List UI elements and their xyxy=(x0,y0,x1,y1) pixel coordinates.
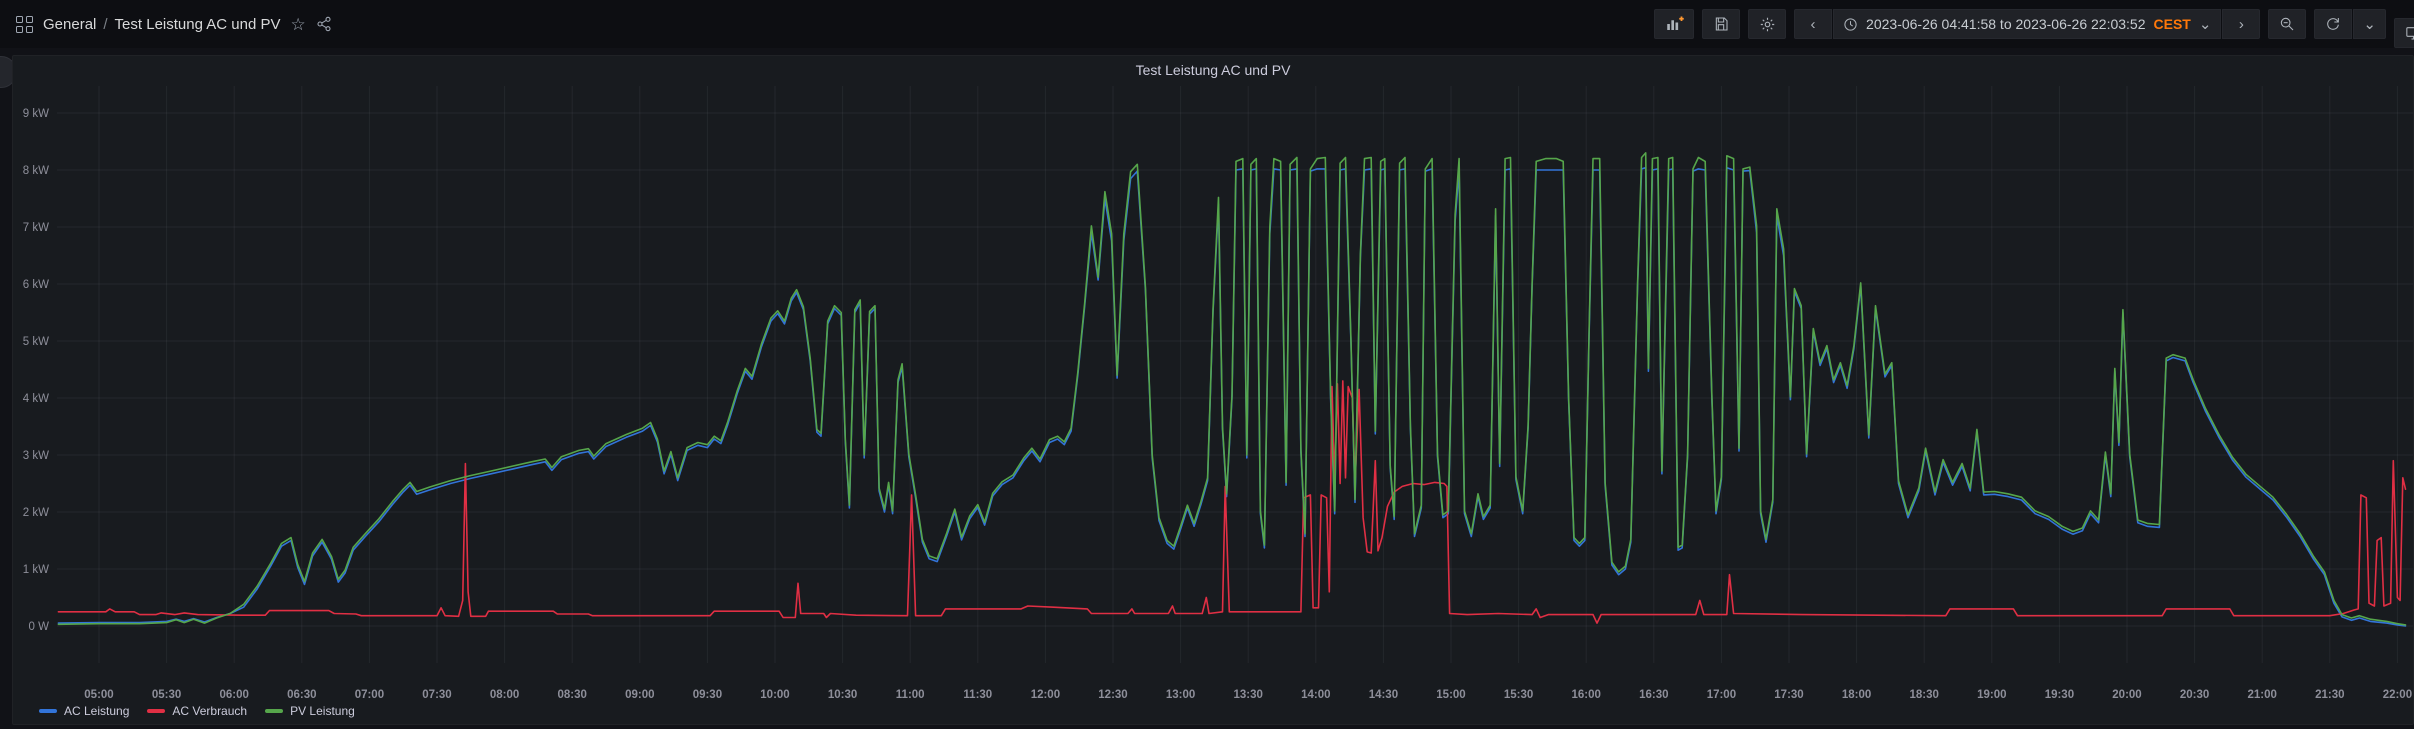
svg-text:20:00: 20:00 xyxy=(2112,689,2141,701)
apps-grid-icon[interactable] xyxy=(16,15,33,33)
svg-text:2 kW: 2 kW xyxy=(23,507,49,519)
svg-text:19:30: 19:30 xyxy=(2045,689,2074,701)
cycle-view-mode-button[interactable] xyxy=(2394,18,2414,48)
svg-text:15:00: 15:00 xyxy=(1436,689,1465,701)
legend-swatch-red xyxy=(147,709,166,713)
svg-text:1 kW: 1 kW xyxy=(23,564,49,576)
breadcrumb-text: General / Test Leistung AC und PV xyxy=(43,16,280,33)
save-dashboard-button[interactable] xyxy=(1702,9,1741,39)
svg-text:07:00: 07:00 xyxy=(355,689,384,701)
svg-text:19:00: 19:00 xyxy=(1977,689,2006,701)
svg-text:11:00: 11:00 xyxy=(896,689,925,701)
svg-text:3 kW: 3 kW xyxy=(23,450,49,462)
svg-text:7 kW: 7 kW xyxy=(23,222,49,234)
time-shift-forward-button[interactable]: › xyxy=(2222,9,2261,39)
svg-text:12:00: 12:00 xyxy=(1031,689,1060,701)
svg-text:14:00: 14:00 xyxy=(1301,689,1330,701)
svg-text:8 kW: 8 kW xyxy=(23,165,49,177)
breadcrumb: General / Test Leistung AC und PV ☆ xyxy=(8,14,332,34)
svg-text:16:30: 16:30 xyxy=(1639,689,1668,701)
save-icon xyxy=(1715,17,1728,31)
svg-text:05:00: 05:00 xyxy=(84,689,113,701)
svg-text:11:30: 11:30 xyxy=(963,689,992,701)
time-range-picker[interactable]: 2023-06-26 04:41:58 to 2023-06-26 22:03:… xyxy=(1833,9,2222,39)
svg-text:09:00: 09:00 xyxy=(625,689,654,701)
top-navbar: General / Test Leistung AC und PV ☆ xyxy=(0,0,2414,48)
timeseries-chart[interactable]: 0 W 1 kW 2 kW 3 kW 4 kW 5 kW 6 kW 7 kW 8 kW 9 kW 0… xyxy=(13,56,2413,724)
svg-text:0 W: 0 W xyxy=(29,621,50,633)
svg-text:5 kW: 5 kW xyxy=(23,336,49,348)
svg-text:18:00: 18:00 xyxy=(1842,689,1871,701)
bar-chart-plus-icon xyxy=(1667,16,1684,30)
legend-item-pv-leistung[interactable]: PV Leistung xyxy=(265,704,355,718)
share-icon[interactable] xyxy=(316,16,332,32)
svg-text:14:30: 14:30 xyxy=(1369,689,1398,701)
svg-text:08:00: 08:00 xyxy=(490,689,519,701)
svg-text:12:30: 12:30 xyxy=(1098,689,1127,701)
chevron-down-icon: ⌄ xyxy=(2198,15,2212,33)
svg-text:10:30: 10:30 xyxy=(828,689,857,701)
svg-text:05:30: 05:30 xyxy=(152,689,181,701)
svg-text:20:30: 20:30 xyxy=(2180,689,2209,701)
svg-text:18:30: 18:30 xyxy=(1909,689,1938,701)
svg-text:06:30: 06:30 xyxy=(287,689,316,701)
legend-swatch-green xyxy=(265,709,284,713)
dashboard-settings-button[interactable] xyxy=(1748,9,1787,39)
legend-label: AC Leistung xyxy=(64,704,130,718)
navbar-actions: ‹ 2023-06-26 04:41:58 to 2023-06-26 22:0… xyxy=(1654,9,2414,48)
breadcrumb-separator: / xyxy=(103,15,108,33)
refresh-button[interactable] xyxy=(2314,9,2353,39)
legend-item-ac-verbrauch[interactable]: AC Verbrauch xyxy=(147,704,247,718)
svg-text:4 kW: 4 kW xyxy=(23,393,49,405)
timeseries-panel: Test Leistung AC und PV 0 W 1 kW 2 kW 3 kW 4… xyxy=(12,55,2414,725)
time-shift-back-button[interactable]: ‹ xyxy=(1794,9,1833,39)
refresh-icon xyxy=(2327,18,2340,30)
svg-text:10:00: 10:00 xyxy=(760,689,789,701)
clock-icon xyxy=(1844,17,1857,31)
svg-text:6 kW: 6 kW xyxy=(23,279,49,291)
svg-text:17:30: 17:30 xyxy=(1774,689,1803,701)
svg-text:13:00: 13:00 xyxy=(1166,689,1195,701)
magnifier-minus-icon xyxy=(2281,17,2294,31)
add-panel-button[interactable] xyxy=(1654,9,1695,39)
legend-item-ac-leistung[interactable]: AC Leistung xyxy=(39,704,129,718)
panel-title[interactable]: Test Leistung AC und PV xyxy=(1135,62,1291,78)
svg-text:09:30: 09:30 xyxy=(693,689,722,701)
zoom-out-time-button[interactable] xyxy=(2268,9,2307,39)
timezone-label: CEST xyxy=(2153,16,2191,32)
svg-text:15:30: 15:30 xyxy=(1504,689,1533,701)
refresh-controls: ⌄ xyxy=(2314,9,2386,39)
monitor-icon xyxy=(2405,27,2414,40)
svg-text:08:30: 08:30 xyxy=(557,689,586,701)
star-icon[interactable]: ☆ xyxy=(290,14,306,34)
svg-text:16:00: 16:00 xyxy=(1571,689,1600,701)
svg-text:06:00: 06:00 xyxy=(219,689,248,701)
refresh-interval-dropdown[interactable]: ⌄ xyxy=(2353,9,2386,39)
legend-label: AC Verbrauch xyxy=(172,704,248,718)
svg-text:21:30: 21:30 xyxy=(2315,689,2344,701)
time-range-controls: ‹ 2023-06-26 04:41:58 to 2023-06-26 22:0… xyxy=(1794,9,2261,39)
svg-text:07:30: 07:30 xyxy=(422,689,451,701)
breadcrumb-folder[interactable]: General xyxy=(43,15,97,33)
svg-text:17:00: 17:00 xyxy=(1707,689,1736,701)
breadcrumb-dashboard-title[interactable]: Test Leistung AC und PV xyxy=(114,15,281,33)
legend-label: PV Leistung xyxy=(290,704,355,718)
svg-text:22:00: 22:00 xyxy=(2383,689,2412,701)
gear-icon xyxy=(1760,17,1774,31)
time-range-text: 2023-06-26 04:41:58 to 2023-06-26 22:03:… xyxy=(1866,16,2146,32)
svg-text:13:30: 13:30 xyxy=(1233,689,1262,701)
svg-text:21:00: 21:00 xyxy=(2247,689,2276,701)
legend-swatch-blue xyxy=(39,709,57,713)
chart-legend: AC Leistung AC Verbrauch PV Leistung xyxy=(39,704,355,718)
svg-text:9 kW: 9 kW xyxy=(23,108,49,120)
